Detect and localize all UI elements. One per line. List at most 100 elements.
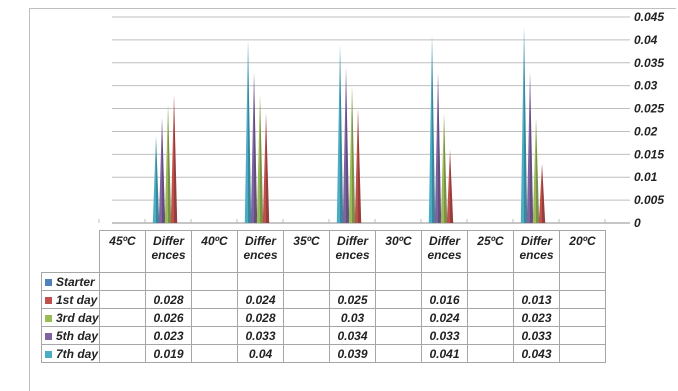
cone-shade [444, 113, 448, 223]
series-name: 3rd day [56, 310, 99, 325]
category-label-line: Differ [520, 234, 553, 248]
category-label-line: Differ [428, 234, 461, 248]
table-cell [191, 308, 238, 327]
legend-entry: 3rd day [41, 308, 100, 327]
category-label-line: Differ [336, 234, 369, 248]
y-tick-label: 0.045 [634, 10, 664, 24]
table-cell [559, 326, 606, 345]
category-label-line: 20ºC [569, 234, 596, 248]
table-corner [41, 230, 100, 273]
category-label: 35ºC [283, 230, 330, 273]
table-cell: 0.043 [513, 344, 560, 363]
table-cell [191, 326, 238, 345]
legend-entry: 1st day [41, 290, 100, 309]
cone-shade [432, 35, 436, 223]
cone-1-7 [446, 149, 454, 223]
legend-entry: 7th day [41, 344, 100, 363]
table-cell: 0.041 [421, 344, 468, 363]
legend-key-icon [45, 296, 52, 304]
cone-shade [438, 71, 442, 223]
table-cell [467, 344, 514, 363]
cone-1-9 [538, 163, 546, 223]
y-tick-label: 0.04 [634, 33, 658, 47]
category-label-line: 25ºC [477, 234, 504, 248]
cone-shade [156, 136, 160, 223]
category-label-line: ences [427, 248, 462, 262]
table-cell [559, 272, 606, 291]
cone-shade [254, 71, 258, 223]
table-cell: 0.028 [237, 308, 284, 327]
cone-shade [168, 103, 172, 223]
cone-3-7 [434, 71, 442, 223]
cone-shade [248, 39, 252, 224]
category-label: 30ºC [375, 230, 422, 273]
table-row: Starter [41, 272, 606, 291]
table-cell [99, 272, 146, 291]
cone-shade [542, 163, 546, 223]
table-cell: 0.025 [329, 290, 376, 309]
category-label-line: 35ºC [293, 234, 320, 248]
y-tick-label: 0.01 [634, 170, 658, 184]
table-cell [467, 326, 514, 345]
table-cell [467, 290, 514, 309]
table-cell: 0.033 [237, 326, 284, 345]
series-name: 5th day [56, 328, 99, 343]
table-header-row: 45ºC Differ ences 40ºC Differ ences 35ºC Differ… [41, 230, 606, 273]
table-cell [99, 326, 146, 345]
cone-2-1 [164, 103, 172, 223]
cone-2-3 [256, 94, 264, 223]
legend-key-icon [45, 278, 52, 286]
cone-2-5 [348, 85, 356, 224]
category-label-line: Differ [152, 234, 185, 248]
cone-shade [530, 71, 534, 223]
table-cell [283, 290, 330, 309]
table-cell: 0.04 [237, 344, 284, 363]
table-cell [329, 272, 376, 291]
category-label-line: 30ºC [385, 234, 412, 248]
table-row: 5th day 0.023 0.033 0.034 0.033 0.033 [41, 326, 606, 345]
table-cell [513, 272, 560, 291]
cone-1-1 [170, 94, 178, 223]
table-cell [99, 344, 146, 363]
cone-3-3 [250, 71, 258, 223]
cone-shade [162, 117, 166, 223]
legend-key-icon [45, 332, 52, 340]
category-label: Differ ences [145, 230, 192, 273]
cone-3-9 [526, 71, 534, 223]
series-name: 1st day [56, 292, 98, 307]
category-label-line: 45ºC [109, 234, 136, 248]
table-cell [559, 290, 606, 309]
table-cell: 0.034 [329, 326, 376, 345]
legend-key-icon [45, 314, 52, 322]
table-cell: 0.026 [145, 308, 192, 327]
cone-1-5 [354, 108, 362, 223]
cone-3-5 [342, 67, 350, 223]
table-cell [145, 272, 192, 291]
legend-key-icon [45, 350, 52, 358]
table-cell [99, 290, 146, 309]
table-cell: 0.03 [329, 308, 376, 327]
y-tick-label: 0.025 [634, 102, 664, 116]
legend-entry: 5th day [41, 326, 100, 345]
data-table: 45ºC Differ ences 40ºC Differ ences 35ºC Differ… [41, 230, 606, 363]
table-cell [237, 272, 284, 291]
table-cell [191, 344, 238, 363]
table-cell [283, 272, 330, 291]
cone-shade [260, 94, 264, 223]
cone-shade [450, 149, 454, 223]
category-label: Differ ences [513, 230, 560, 273]
table-cell [283, 344, 330, 363]
cone-4-1 [152, 136, 160, 223]
table-cell [421, 272, 468, 291]
table-cell: 0.033 [513, 326, 560, 345]
table-cell: 0.023 [513, 308, 560, 327]
category-label: Differ ences [237, 230, 284, 273]
table-cell: 0.028 [145, 290, 192, 309]
cone-1-3 [262, 113, 270, 223]
category-label-line: Differ [244, 234, 277, 248]
table-row: 1st day 0.028 0.024 0.025 0.016 0.013 [41, 290, 606, 309]
cone-4-9 [520, 26, 528, 224]
table-cell [375, 290, 422, 309]
cone-shade [352, 85, 356, 224]
